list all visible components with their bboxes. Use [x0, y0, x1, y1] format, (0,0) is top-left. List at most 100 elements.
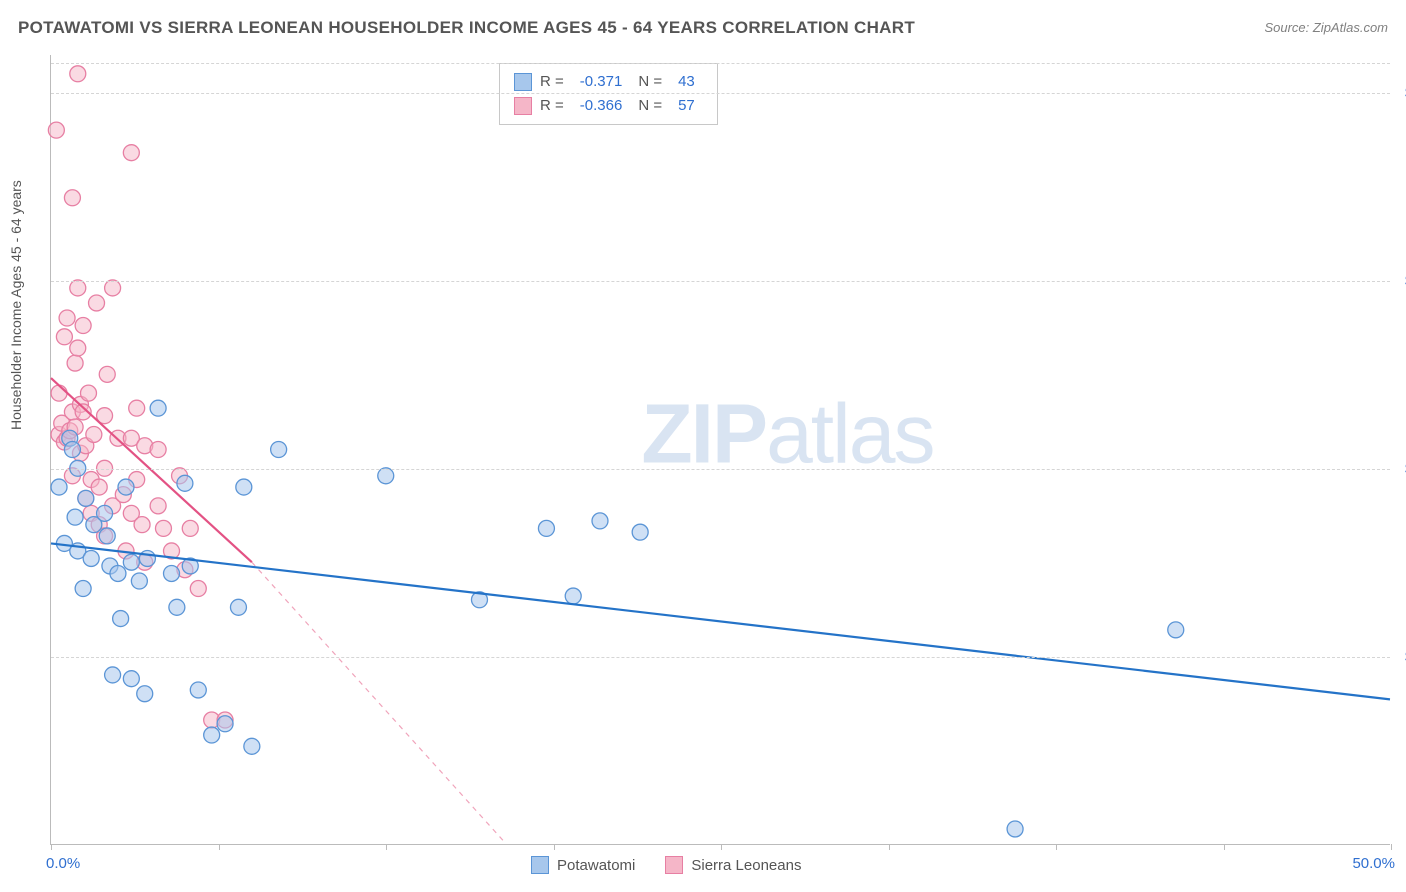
- legend-item-1: Sierra Leoneans: [665, 856, 801, 874]
- data-point: [67, 355, 83, 371]
- data-point: [83, 550, 99, 566]
- stat-n-value-1: 57: [670, 94, 703, 118]
- data-point: [105, 667, 121, 683]
- x-axis-max-label: 50.0%: [1352, 855, 1395, 872]
- legend-swatch-1: [665, 856, 683, 874]
- stat-r-label: R =: [540, 94, 564, 118]
- data-point: [565, 588, 581, 604]
- data-point: [56, 329, 72, 345]
- data-point: [89, 295, 105, 311]
- data-point: [67, 509, 83, 525]
- data-point: [51, 385, 67, 401]
- data-point: [131, 573, 147, 589]
- x-tick-mark: [1224, 844, 1225, 850]
- legend-item-0: Potawatomi: [531, 856, 635, 874]
- x-tick-mark: [889, 844, 890, 850]
- swatch-series-0: [514, 73, 532, 91]
- legend-label-0: Potawatomi: [557, 857, 635, 874]
- x-tick-mark: [1056, 844, 1057, 850]
- data-point: [139, 550, 155, 566]
- data-point: [59, 310, 75, 326]
- data-point: [64, 442, 80, 458]
- data-point: [137, 686, 153, 702]
- x-axis-min-label: 0.0%: [46, 855, 80, 872]
- y-tick-label: $150,000: [1395, 272, 1406, 289]
- gridline-h: [51, 469, 1390, 470]
- stats-row-series-1: R = -0.366 N = 57: [514, 94, 703, 118]
- data-point: [99, 366, 115, 382]
- gridline-h: [51, 281, 1390, 282]
- data-point: [91, 479, 107, 495]
- swatch-series-1: [514, 97, 532, 115]
- stat-n-label: N =: [638, 70, 662, 94]
- data-point: [97, 505, 113, 521]
- data-point: [105, 280, 121, 296]
- data-point: [592, 513, 608, 529]
- data-point: [236, 479, 252, 495]
- stat-r-value-0: -0.371: [572, 70, 631, 94]
- stat-r-value-1: -0.366: [572, 94, 631, 118]
- data-point: [110, 565, 126, 581]
- data-point: [75, 581, 91, 597]
- data-point: [244, 738, 260, 754]
- data-point: [64, 190, 80, 206]
- data-point: [177, 475, 193, 491]
- stat-n-label: N =: [638, 94, 662, 118]
- x-tick-mark: [721, 844, 722, 850]
- gridline-h: [51, 63, 1390, 64]
- data-point: [70, 66, 86, 82]
- y-axis-label: Householder Income Ages 45 - 64 years: [8, 180, 24, 430]
- source-attribution: Source: ZipAtlas.com: [1264, 20, 1388, 35]
- data-point: [113, 611, 129, 627]
- data-point: [86, 426, 102, 442]
- data-point: [70, 340, 86, 356]
- x-tick-mark: [1391, 844, 1392, 850]
- data-point: [118, 479, 134, 495]
- trend-line: [252, 562, 506, 844]
- trend-line: [51, 543, 1390, 699]
- data-point: [80, 385, 96, 401]
- data-point: [217, 716, 233, 732]
- data-point: [182, 520, 198, 536]
- data-point: [78, 490, 94, 506]
- data-point: [230, 599, 246, 615]
- stat-r-label: R =: [540, 70, 564, 94]
- data-point: [129, 400, 145, 416]
- data-point: [155, 520, 171, 536]
- gridline-h: [51, 93, 1390, 94]
- data-point: [190, 581, 206, 597]
- data-point: [1168, 622, 1184, 638]
- stat-n-value-0: 43: [670, 70, 703, 94]
- data-point: [378, 468, 394, 484]
- gridline-h: [51, 657, 1390, 658]
- bottom-legend: Potawatomi Sierra Leoneans: [531, 856, 801, 874]
- x-tick-mark: [554, 844, 555, 850]
- x-tick-mark: [219, 844, 220, 850]
- scatter-svg: [51, 55, 1390, 844]
- x-tick-mark: [51, 844, 52, 850]
- data-point: [271, 442, 287, 458]
- data-point: [150, 498, 166, 514]
- data-point: [99, 528, 115, 544]
- data-point: [632, 524, 648, 540]
- y-tick-label: $200,000: [1395, 84, 1406, 101]
- data-point: [123, 554, 139, 570]
- data-point: [169, 599, 185, 615]
- data-point: [75, 318, 91, 334]
- x-tick-mark: [386, 844, 387, 850]
- y-tick-label: $100,000: [1395, 460, 1406, 477]
- legend-swatch-0: [531, 856, 549, 874]
- chart-plot-area: ZIPatlas R = -0.371 N = 43 R = -0.366 N …: [50, 55, 1390, 845]
- data-point: [48, 122, 64, 138]
- data-point: [123, 671, 139, 687]
- data-point: [1007, 821, 1023, 837]
- data-point: [150, 400, 166, 416]
- data-point: [134, 517, 150, 533]
- data-point: [123, 145, 139, 161]
- data-point: [70, 280, 86, 296]
- chart-title: POTAWATOMI VS SIERRA LEONEAN HOUSEHOLDER…: [18, 18, 915, 38]
- data-point: [150, 442, 166, 458]
- stats-legend-box: R = -0.371 N = 43 R = -0.366 N = 57: [499, 63, 718, 125]
- data-point: [190, 682, 206, 698]
- data-point: [164, 565, 180, 581]
